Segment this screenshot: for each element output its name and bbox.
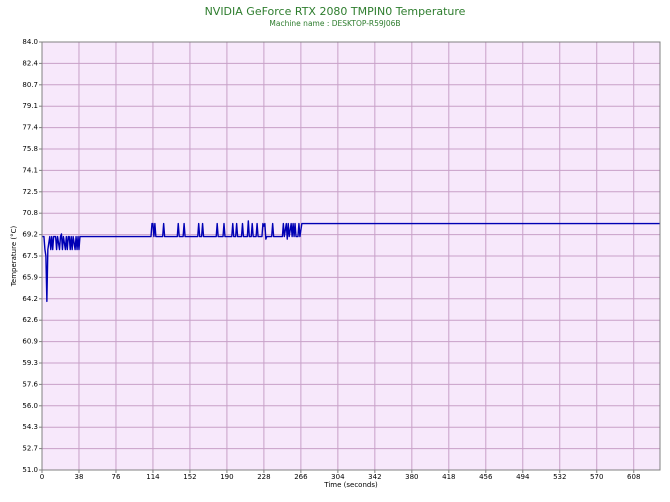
- x-tick-label: 190: [220, 473, 233, 481]
- y-tick-label: 64.2: [22, 295, 38, 303]
- y-axis-label: Temperature (°C): [10, 226, 18, 288]
- x-tick-label: 152: [183, 473, 196, 481]
- x-tick-label: 342: [368, 473, 381, 481]
- x-tick-label: 266: [294, 473, 308, 481]
- y-tick-label: 69.2: [22, 231, 38, 239]
- marks: [42, 220, 660, 303]
- chart-title: NVIDIA GeForce RTX 2080 TMPIN0 Temperatu…: [205, 5, 466, 18]
- x-tick-label: 418: [442, 473, 455, 481]
- y-tick-label: 74.1: [22, 166, 38, 174]
- y-tick-label: 59.3: [22, 359, 38, 367]
- x-tick-label: 304: [331, 473, 345, 481]
- x-axis-label: Time (seconds): [323, 481, 378, 489]
- y-tick-label: 52.7: [22, 445, 38, 453]
- x-tick-label: 0: [40, 473, 44, 481]
- y-tick-label: 72.5: [22, 188, 38, 196]
- x-tick-label: 38: [75, 473, 84, 481]
- y-tick-label: 62.6: [22, 316, 38, 324]
- y-tick-label: 82.4: [22, 59, 38, 67]
- y-tick-label: 57.6: [22, 380, 38, 388]
- y-tick-label: 65.9: [22, 273, 38, 281]
- y-tick-label: 51.0: [22, 466, 38, 474]
- grid: [41, 41, 660, 471]
- x-tick-label: 380: [405, 473, 418, 481]
- x-tick-label: 456: [479, 473, 493, 481]
- x-tick-label: 114: [146, 473, 160, 481]
- y-tick-label: 80.7: [22, 81, 38, 89]
- chart-subtitle: Machine name : DESKTOP-R59J06B: [269, 19, 400, 28]
- y-tick-label: 56.0: [22, 402, 38, 410]
- line-series: [42, 220, 660, 303]
- y-tick-label: 70.8: [22, 209, 38, 217]
- y-tick-label: 77.4: [22, 124, 38, 132]
- y-tick-label: 75.8: [22, 145, 38, 153]
- x-tick-label: 228: [257, 473, 270, 481]
- x-tick-label: 494: [516, 473, 530, 481]
- x-tick-label: 570: [590, 473, 603, 481]
- y-tick-label: 60.9: [22, 338, 38, 346]
- y-tick-label: 84.0: [22, 38, 38, 46]
- y-tick-label: 67.5: [22, 252, 38, 260]
- x-tick-label: 532: [553, 473, 566, 481]
- x-tick-label: 76: [112, 473, 121, 481]
- y-tick-label: 54.3: [22, 423, 38, 431]
- y-tick-label: 79.1: [22, 102, 38, 110]
- x-tick-label: 608: [627, 473, 640, 481]
